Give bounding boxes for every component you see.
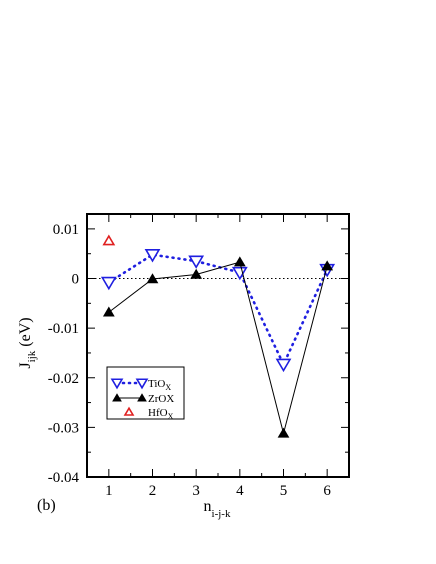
legend-label-main: TiO bbox=[148, 378, 165, 390]
series-layer bbox=[100, 234, 336, 438]
x-tick-label: 4 bbox=[236, 483, 244, 499]
x-tick-label: 1 bbox=[105, 483, 113, 499]
y-tick-label: -0.04 bbox=[48, 470, 80, 486]
legend-label-sub: X bbox=[165, 383, 171, 392]
legend-label-sub: X bbox=[168, 412, 174, 421]
data-point bbox=[190, 268, 203, 279]
legend-label: ZrOX bbox=[148, 393, 174, 405]
data-point bbox=[110, 378, 124, 390]
y-axis-label-unit: (eV) bbox=[17, 317, 34, 350]
panel-label: (b) bbox=[37, 497, 56, 514]
y-axis-label-main: J bbox=[17, 362, 34, 368]
data-point bbox=[100, 276, 117, 291]
x-tick-label: 2 bbox=[149, 483, 157, 499]
data-point bbox=[144, 249, 161, 263]
x-axis-label: ni-j-k bbox=[204, 498, 231, 520]
legend-entry-zrox: ZrOX bbox=[112, 393, 174, 405]
legend-label: HfOX bbox=[148, 407, 174, 421]
y-tick-label: 0.01 bbox=[53, 222, 79, 238]
x-tick-label: 6 bbox=[323, 483, 331, 499]
data-point bbox=[146, 273, 159, 284]
data-point bbox=[321, 260, 334, 271]
legend-box bbox=[106, 366, 185, 420]
y-tick-label: -0.01 bbox=[48, 321, 79, 337]
data-point bbox=[112, 393, 122, 402]
y-axis-label: Jijk (eV) bbox=[17, 317, 38, 368]
y-tick-label: -0.02 bbox=[48, 371, 79, 387]
x-tick-label: 3 bbox=[192, 483, 200, 499]
data-point bbox=[102, 306, 115, 317]
labels-layer: (b) ni-j-k Jijk (eV) bbox=[17, 317, 231, 520]
data-point bbox=[277, 427, 290, 438]
ticks-layer: 1 2 3 4 5 6 0.01 0 -0.01 -0.02 -0.03 -0.04 bbox=[48, 214, 349, 499]
legend-label: TiOX bbox=[148, 378, 171, 392]
data-point bbox=[137, 393, 147, 402]
y-axis-label-sub: ijk bbox=[26, 350, 38, 362]
legend-entry-tiox: TiOX bbox=[110, 378, 171, 392]
x-axis-label-main: n bbox=[204, 498, 212, 515]
data-point bbox=[275, 358, 292, 373]
series-line-tiox bbox=[107, 253, 329, 368]
x-tick-label: 5 bbox=[280, 483, 288, 499]
data-point bbox=[102, 234, 116, 246]
data-point bbox=[233, 256, 246, 267]
y-tick-label: 0 bbox=[72, 272, 80, 288]
y-tick-label: -0.03 bbox=[48, 420, 79, 436]
data-point bbox=[188, 255, 205, 269]
series-zrox bbox=[102, 256, 334, 438]
legend-entry-hfox: HfOX bbox=[123, 406, 174, 421]
legend-label-main: HfO bbox=[148, 407, 168, 419]
data-point bbox=[123, 406, 135, 416]
legend-label-main: ZrOX bbox=[148, 393, 174, 405]
series-hfox bbox=[102, 234, 116, 246]
series-line-zrox bbox=[108, 261, 328, 434]
x-axis-label-sub: i-j-k bbox=[212, 508, 231, 520]
data-point bbox=[135, 378, 149, 390]
